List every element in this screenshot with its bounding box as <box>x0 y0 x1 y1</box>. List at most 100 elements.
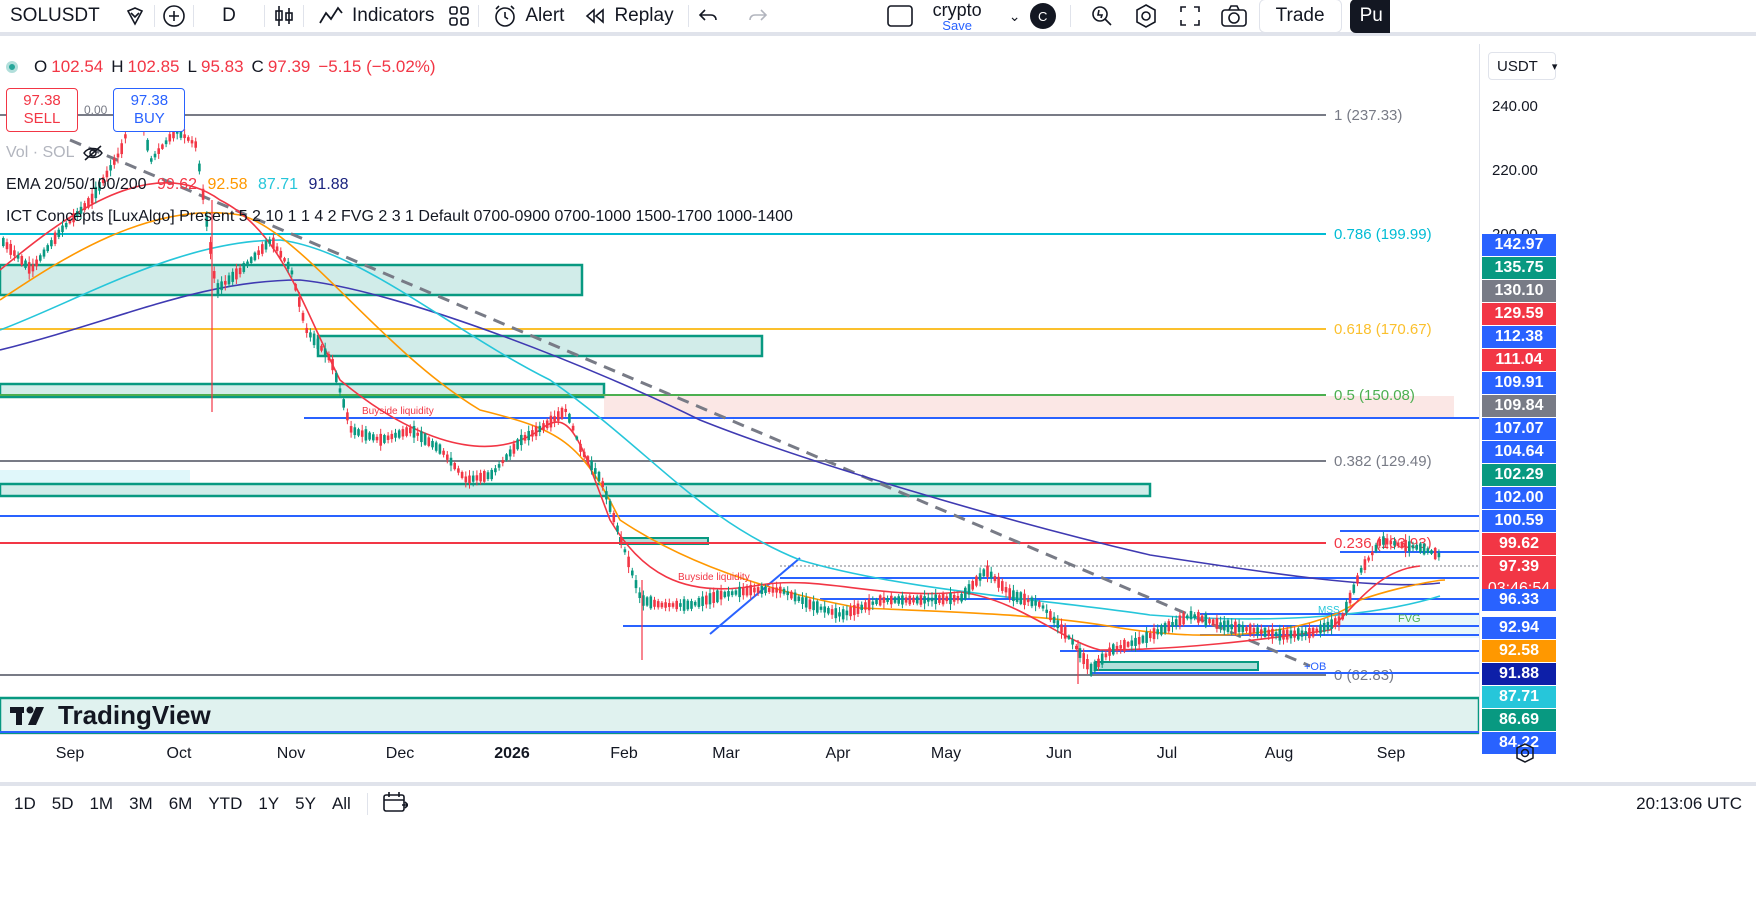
candle-body <box>83 203 86 211</box>
range-button-5y[interactable]: 5Y <box>295 794 316 813</box>
avatar[interactable]: C <box>1029 3 1056 29</box>
candle-body <box>320 345 323 351</box>
candle-body <box>1089 663 1093 676</box>
candle-body <box>275 246 279 251</box>
chart-legend: O 102.54 H 102.85 L 95.83 C 97.39 −5.15 (−5.… <box>6 56 793 225</box>
candle-body <box>952 594 956 602</box>
candle-body <box>816 601 819 613</box>
candle-body <box>161 144 164 149</box>
candle-body <box>956 596 960 601</box>
goto-date-icon[interactable] <box>382 790 409 819</box>
candle-body <box>1319 624 1322 634</box>
candle-body <box>390 433 394 440</box>
range-button-5d[interactable]: 5D <box>51 794 74 813</box>
candle-body <box>294 283 297 291</box>
sell-button[interactable]: 97.38 SELL <box>6 88 78 132</box>
ema-legend[interactable]: EMA 20/50/100/200 99.62 92.58 87.71 91.8… <box>6 176 349 194</box>
candle-body <box>1219 622 1222 628</box>
candle-body <box>786 591 789 596</box>
candle-body <box>335 372 338 383</box>
publish-button[interactable]: Pu <box>1349 0 1390 33</box>
ob-label: +OB <box>1304 661 1326 673</box>
indicators-button[interactable]: Indicators <box>308 0 444 32</box>
candle-body <box>853 605 856 616</box>
range-button-6m[interactable]: 6M <box>168 794 193 813</box>
range-button-1y[interactable]: 1Y <box>258 794 280 813</box>
candle-body <box>520 434 523 446</box>
camera-icon[interactable] <box>1219 1 1249 31</box>
candle-body <box>190 140 194 144</box>
undo-icon[interactable] <box>693 1 723 31</box>
order-block-zone <box>1095 661 1259 671</box>
replay-button[interactable]: Replay <box>574 0 683 32</box>
candle-body <box>1060 624 1063 633</box>
alert-button[interactable]: Alert <box>483 0 574 32</box>
candle-body <box>1308 628 1311 639</box>
candle-body <box>523 434 527 441</box>
time-axis[interactable]: Sep Oct Nov Dec 2026 Feb Mar Apr May Jun Jul Aug Sep <box>0 734 1479 772</box>
volume-legend[interactable]: Vol · SOL <box>6 144 104 162</box>
candle-body <box>283 258 286 262</box>
candle-body <box>253 252 257 261</box>
candle-body <box>1030 597 1034 607</box>
hidden-eye-icon[interactable] <box>82 145 104 161</box>
utc-clock[interactable]: 20:13:06 UTC <box>1636 794 1742 813</box>
price-tag: 112.38 <box>1482 326 1556 348</box>
redo-icon[interactable] <box>743 1 773 31</box>
range-button-1m[interactable]: 1M <box>89 794 114 813</box>
candle-body <box>1396 542 1400 546</box>
candle-body <box>427 437 431 446</box>
price-axis[interactable]: USDT ▾ 240.00 220.00 200.00 142.97135.75… <box>1479 44 1557 754</box>
candle-body <box>1167 621 1171 632</box>
candle-body <box>1404 539 1407 552</box>
fib-label: 0.382 (129.49) <box>1334 453 1432 470</box>
candle-body <box>342 399 345 408</box>
bottom-toolbar: 1D 5D 1M 3M 6M YTD 1Y 5Y All 20:13:06 UTC <box>0 782 1756 822</box>
symbol-search[interactable]: SOLUSDT <box>10 5 100 26</box>
ict-legend[interactable]: ICT Concepts [LuxAlgo] Present 5 2 10 1 … <box>6 208 793 225</box>
save-layout-button[interactable]: crypto Save <box>933 1 982 32</box>
quick-search-icon[interactable] <box>1087 1 1117 31</box>
replay-label: Replay <box>614 5 674 26</box>
currency-select[interactable]: USDT ▾ <box>1488 52 1557 80</box>
candle-body <box>679 603 682 607</box>
time-tick: Apr <box>825 745 851 762</box>
fullscreen-icon[interactable] <box>1175 1 1205 31</box>
candle-body <box>1149 632 1152 639</box>
interval-button[interactable]: D <box>222 5 236 26</box>
candle-body <box>960 593 963 602</box>
candle-body <box>605 491 608 500</box>
candle-body <box>109 165 112 171</box>
candle-body <box>1104 653 1108 658</box>
chart-canvas[interactable]: 1 (237.33) 0.786 (199.99) 0.618 (170.67)… <box>0 36 1479 734</box>
add-symbol-icon[interactable] <box>159 1 189 31</box>
chevron-down-icon[interactable]: ⌄ <box>1008 7 1021 24</box>
candle-body <box>1211 619 1215 626</box>
candle-body <box>878 595 882 606</box>
order-block-zone <box>0 382 606 399</box>
candle-body <box>941 593 945 605</box>
candle-body <box>1393 541 1396 546</box>
add-compare-icon[interactable] <box>120 1 150 31</box>
candle-body <box>719 590 723 600</box>
range-button-ytd[interactable]: YTD <box>208 794 243 813</box>
candle-body <box>1045 609 1048 613</box>
candle-body <box>1004 587 1008 593</box>
range-button-1d[interactable]: 1D <box>14 794 36 813</box>
replay-icon <box>586 8 605 24</box>
candle-body <box>1063 627 1067 639</box>
range-button-3m[interactable]: 3M <box>129 794 153 813</box>
candle-body <box>723 591 727 598</box>
low-value: 95.83 <box>200 57 244 76</box>
buy-button[interactable]: 97.38 BUY <box>113 88 186 132</box>
settings-icon[interactable] <box>1131 1 1161 31</box>
layout-icon[interactable] <box>885 1 915 31</box>
trade-button[interactable]: Trade <box>1258 0 1342 33</box>
candle-body <box>1385 538 1389 545</box>
templates-icon[interactable] <box>444 1 474 31</box>
candle-body <box>612 512 616 523</box>
range-button-all[interactable]: All <box>331 794 351 813</box>
candles-icon[interactable] <box>269 1 299 31</box>
chart-settings-icon[interactable] <box>1514 742 1536 770</box>
candle-body <box>1052 616 1056 624</box>
